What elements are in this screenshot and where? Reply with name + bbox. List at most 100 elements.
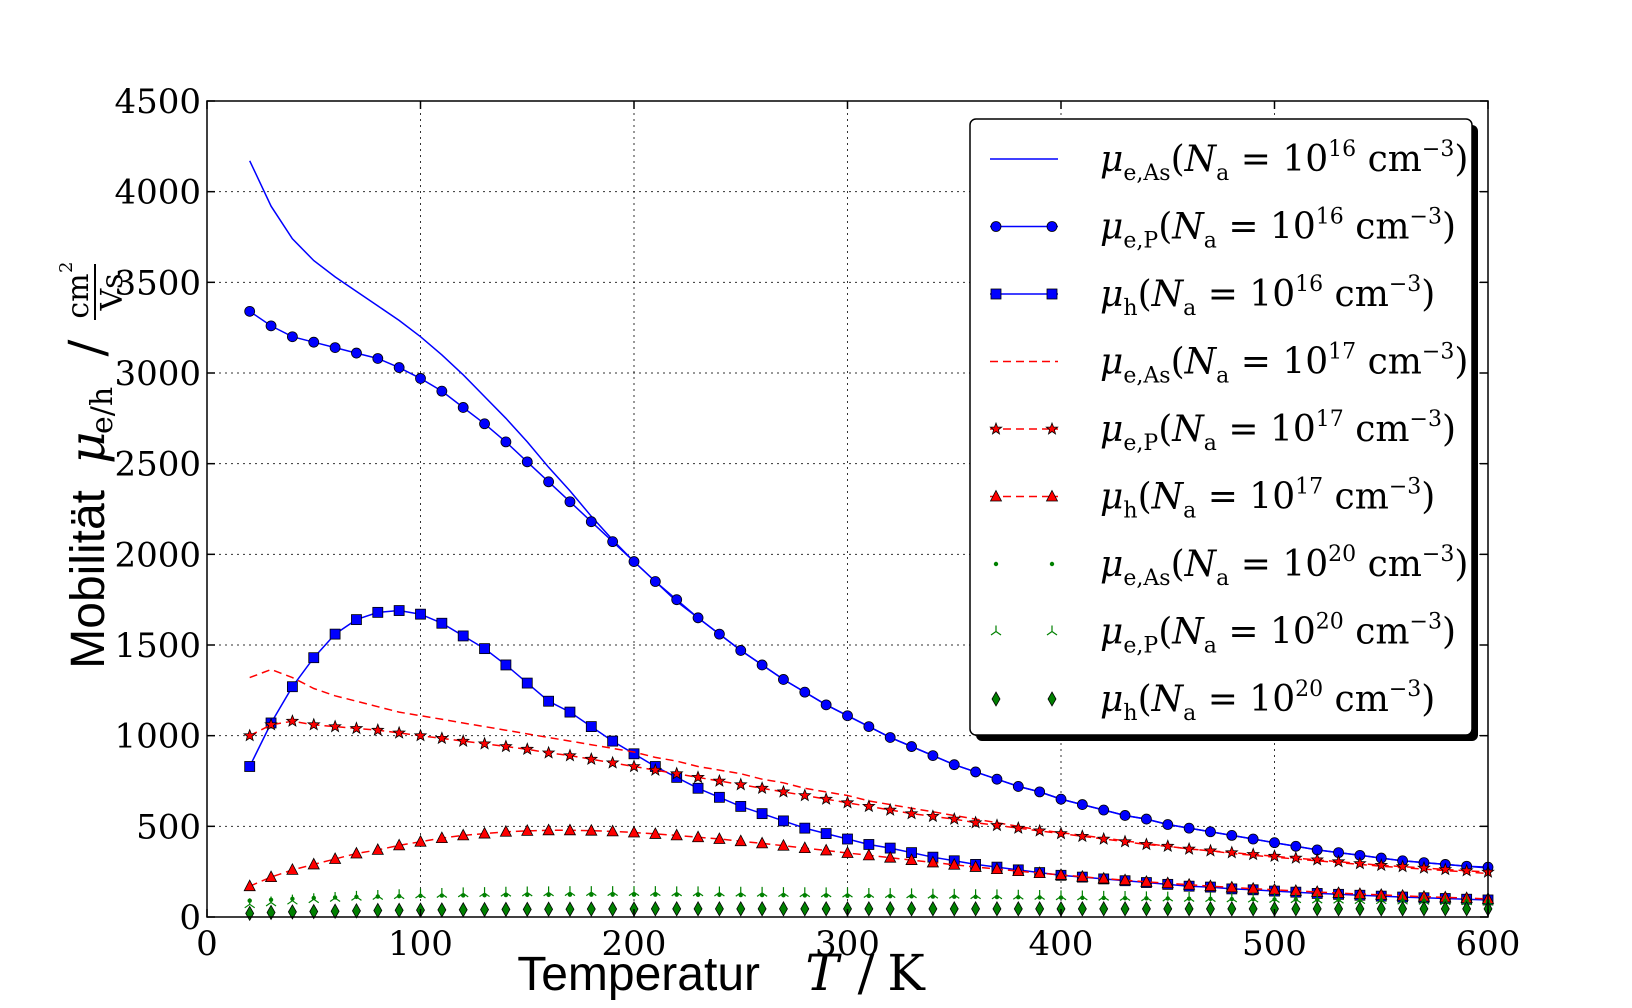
legend-mu: μ <box>1100 477 1123 518</box>
legend-unit-exponent: −3 <box>1389 475 1421 500</box>
legend-mu: μ <box>1100 679 1123 720</box>
legend-unit: cm <box>1323 477 1389 518</box>
legend-n: N <box>1171 207 1205 248</box>
data-point <box>926 855 940 868</box>
data-point <box>1162 819 1174 830</box>
data-point <box>1055 793 1067 805</box>
legend-mu-subscript: h <box>1123 499 1137 524</box>
data-point <box>1162 891 1174 902</box>
data-point <box>948 857 961 870</box>
data-point <box>1269 893 1280 904</box>
data-point <box>585 516 597 528</box>
data-point <box>478 826 491 839</box>
data-point <box>755 836 769 849</box>
data-point <box>800 901 810 917</box>
data-point <box>1055 890 1067 901</box>
legend-label: μh(Na = 1016 cm−3) <box>1100 272 1435 321</box>
legend-close-paren: ) <box>1421 274 1435 315</box>
data-point <box>798 788 812 802</box>
y-axis-label: Mobilität μ e/h / cm 2 Vs <box>56 262 130 669</box>
legend-equals: = 10 <box>1217 612 1316 653</box>
series-layer <box>242 160 1495 922</box>
data-point <box>628 886 640 897</box>
data-point <box>585 823 598 836</box>
legend-marker <box>991 691 1001 707</box>
y-axis-unit-numerator-exponent: 2 <box>56 262 77 273</box>
data-point <box>735 800 747 812</box>
data-point <box>1291 901 1301 917</box>
data-point <box>349 721 364 735</box>
data-point <box>243 879 256 892</box>
data-point <box>1269 837 1280 849</box>
y-tick-label: 2000 <box>114 535 201 575</box>
legend-box <box>969 118 1473 736</box>
data-point <box>563 748 577 762</box>
data-point <box>499 739 513 753</box>
data-point <box>608 901 618 917</box>
legend-n: N <box>1171 409 1205 450</box>
data-point <box>1311 893 1323 904</box>
legend-exponent: 20 <box>1316 610 1344 635</box>
data-point <box>396 893 402 899</box>
legend-n: N <box>1151 679 1185 720</box>
legend-unit-exponent: −3 <box>1389 272 1421 297</box>
data-point <box>328 719 342 733</box>
legend-equals: = 10 <box>1196 679 1295 720</box>
data-point <box>1375 894 1387 905</box>
y-tick-label: 0 <box>179 898 201 938</box>
data-point <box>713 832 726 844</box>
legend-mu: μ <box>1100 544 1123 585</box>
legend-equals: = 10 <box>1229 139 1328 180</box>
data-point <box>584 752 599 766</box>
y-tick-label: 2500 <box>114 445 201 485</box>
data-point <box>1333 893 1344 904</box>
data-point <box>776 784 791 798</box>
legend-mu-subscript: e,As <box>1123 364 1170 389</box>
data-point <box>1077 901 1087 917</box>
data-point <box>500 436 512 448</box>
data-point <box>1397 894 1408 905</box>
data-point <box>1440 901 1450 917</box>
data-point <box>372 606 384 618</box>
data-point <box>755 781 769 795</box>
legend-entry: μe,As(Na = 1017 cm−3) <box>990 340 1468 389</box>
legend-equals: = 10 <box>1217 409 1316 450</box>
legend-mu: μ <box>1100 409 1123 450</box>
data-point <box>842 887 853 898</box>
data-point <box>1225 880 1238 893</box>
data-point <box>1099 901 1109 917</box>
legend-close-paren: ) <box>1442 207 1456 248</box>
data-point <box>307 857 320 870</box>
data-point <box>1141 901 1151 917</box>
data-point <box>371 843 384 855</box>
legend-exponent: 16 <box>1316 205 1344 230</box>
legend-mu-subscript: h <box>1123 296 1137 321</box>
data-point <box>883 802 897 816</box>
data-point <box>756 886 768 897</box>
data-point <box>992 901 1002 917</box>
data-point <box>1395 859 1410 873</box>
data-point <box>884 850 897 863</box>
data-point <box>1013 901 1023 917</box>
x-tick-label: 500 <box>1242 924 1307 964</box>
data-point <box>649 827 662 839</box>
data-point <box>415 373 426 384</box>
data-point <box>692 782 704 794</box>
data-point <box>1161 876 1174 889</box>
data-point <box>1141 891 1152 902</box>
data-point <box>330 903 340 920</box>
data-point <box>1034 786 1046 798</box>
legend-unit: cm <box>1356 544 1422 585</box>
legend-exponent: 17 <box>1295 475 1323 500</box>
legend-unit-exponent: −3 <box>1422 542 1454 567</box>
data-point <box>1227 901 1237 917</box>
x-tick-label: 300 <box>815 924 880 964</box>
legend-marker <box>1046 625 1058 636</box>
data-point <box>734 834 747 847</box>
data-point <box>1355 901 1365 917</box>
legend-unit: cm <box>1356 139 1422 180</box>
legend-close-paren: ) <box>1454 342 1468 383</box>
y-tick-label: 3000 <box>114 354 201 394</box>
data-point <box>863 721 875 732</box>
